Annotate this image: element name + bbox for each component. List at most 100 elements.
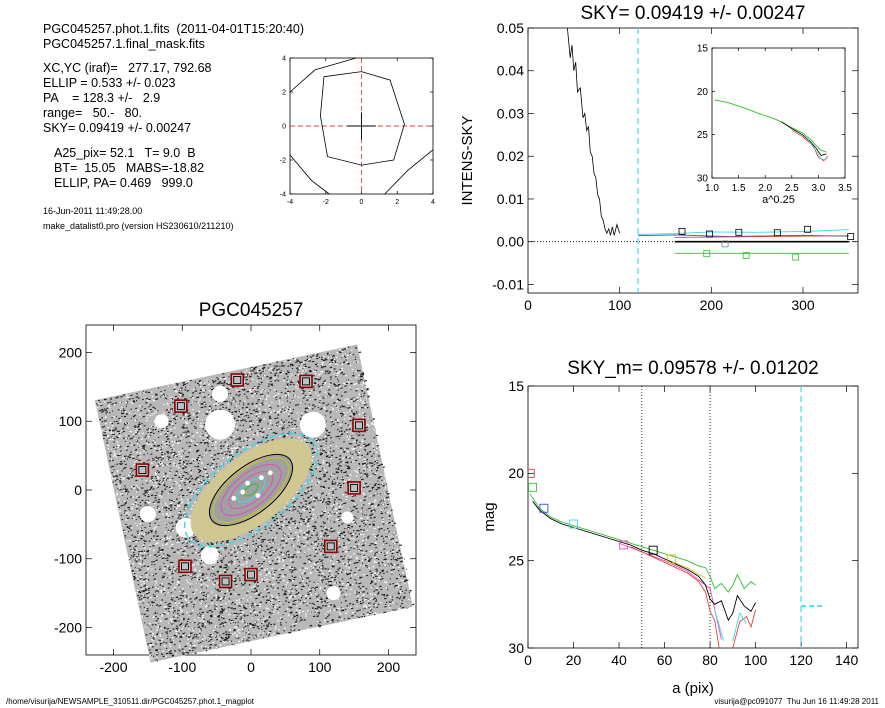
mag-title: SKY_m= 0.09578 +/- 0.01202 <box>567 358 818 379</box>
sky-region-inner <box>354 421 363 430</box>
sky-region-inner <box>350 483 359 492</box>
sky-region-box <box>347 481 361 495</box>
sky-box-green <box>703 250 711 258</box>
image-mask-hole <box>341 511 354 524</box>
header-program: make_datalist0.pro (version HS230610/211… <box>43 221 234 231</box>
centroid-xtick-label: -4 <box>287 199 293 206</box>
header-date: 16-Jun-2011 11:49:28.00 <box>43 206 143 216</box>
mag-xtick-label: 20 <box>566 652 582 668</box>
sky-region-box <box>178 559 192 574</box>
mag-xtick-label: 140 <box>835 652 859 668</box>
mag-xtick-label: 100 <box>744 652 768 668</box>
header-ellip: ELLIP = 0.533 +/- 0.023 <box>43 76 176 90</box>
mag-green-line <box>529 494 756 593</box>
image-title: PGC045257 <box>199 300 304 321</box>
mag-red-line <box>630 546 720 648</box>
sky-region-inner <box>181 562 189 571</box>
sky-box <box>773 229 781 237</box>
sky-frame <box>527 27 859 294</box>
sky-box <box>735 228 743 236</box>
inset-xtick-label: 2.0 <box>758 183 772 194</box>
sky-region-box <box>299 374 313 389</box>
mag-xtick-label: 60 <box>657 652 673 668</box>
image-ytick-label: 0 <box>74 482 82 498</box>
header-range: range= 50.- 80. <box>43 106 143 120</box>
sky-xtick-label: 200 <box>700 297 724 313</box>
centroid-ytick-label: 2 <box>282 89 286 96</box>
mag-black-line <box>532 501 756 622</box>
mag-xtick-label: 0 <box>524 652 532 668</box>
image-noise <box>95 346 415 662</box>
mag-pink-line <box>618 542 722 640</box>
sky-region-inner <box>302 377 310 386</box>
mag-cyan-line <box>714 609 725 642</box>
footer-user: visurija@pc091077 Thu Jun 16 11:49:28 20… <box>714 697 879 706</box>
sky-cyan-step <box>637 229 849 235</box>
galaxy-isophote <box>220 463 282 517</box>
mag-ytick-label: 15 <box>508 378 524 394</box>
image-xtick-label: -200 <box>99 659 127 675</box>
sky-box-green <box>792 253 800 261</box>
sky-region-inner <box>326 542 335 551</box>
sky-ytick-label: 0.03 <box>497 105 524 121</box>
mag-box <box>648 545 658 555</box>
image-ytick-label: -100 <box>54 551 82 567</box>
inset-xlabel: a^0.25 <box>762 194 795 206</box>
sky-region-inner <box>176 402 185 411</box>
mag-box <box>539 503 549 513</box>
header-a25: A25_pix= 52.1 T= 9.0 B <box>54 146 196 160</box>
sky-red-line <box>674 235 849 238</box>
header-bt: BT= 15.05 MABS=-18.82 <box>54 161 205 175</box>
sky-title: SKY= 0.09419 +/- 0.00247 <box>580 3 805 24</box>
mag-box <box>569 519 578 529</box>
image-ytick-label: 100 <box>59 413 83 429</box>
sky-region-inner <box>247 570 255 579</box>
inset-xtick-label: 1.5 <box>732 183 746 194</box>
header-ellip-pa: ELLIP, PA= 0.469 999.0 <box>54 176 193 190</box>
sky-inset-frame <box>711 47 846 179</box>
galaxy-mask-dot <box>240 489 246 495</box>
galaxy-mask-dot <box>255 493 261 498</box>
sky-ytick-label: 0.04 <box>497 63 524 79</box>
mag-box <box>528 468 535 478</box>
sky-region-box <box>218 574 233 589</box>
galaxy-mask-dot <box>231 495 237 501</box>
sky-inset: 1.0 1.5 2.0 2.5 3.0 3.5 15 20 25 30 a^0.25 <box>697 44 853 207</box>
sky-region-box <box>352 418 366 433</box>
image-xtick-label: -100 <box>168 659 196 675</box>
mag-xlabel: a (pix) <box>672 680 714 697</box>
image-mask-hole <box>139 506 156 523</box>
inset-cyan-line <box>807 139 827 161</box>
sky-region-inner <box>233 376 242 384</box>
sky-profile-line <box>566 28 621 236</box>
sky-xtick-label: 0 <box>524 297 532 313</box>
centroid-ytick-label: 0 <box>282 123 286 130</box>
inset-ytick-label: 25 <box>697 130 709 141</box>
sky-ytick-label: 0.02 <box>497 148 524 164</box>
sky-region-inner <box>221 577 230 586</box>
galaxy-isophote <box>183 432 319 548</box>
centroid-outer-contour <box>289 154 330 195</box>
galaxy-mask-dot <box>245 480 250 486</box>
sky-box <box>706 230 713 238</box>
mag-yellow-line <box>664 558 706 579</box>
mag-red-line <box>732 609 757 648</box>
sky-ytick-label: -0.01 <box>492 276 524 292</box>
mag-plot-area <box>528 386 824 648</box>
inset-ytick-label: 15 <box>697 44 709 55</box>
centroid-ytick-label: 4 <box>282 55 286 62</box>
sky-plot-area <box>528 28 858 293</box>
sky-box <box>804 225 811 233</box>
centroid-xtick-label: -2 <box>323 199 329 206</box>
mag-cyan-line <box>732 611 747 642</box>
sky-box-grey <box>721 240 729 248</box>
sky-xtick-label: 100 <box>608 297 632 313</box>
sky-region-box <box>230 373 245 387</box>
sky-region-inner <box>138 466 147 475</box>
centroid-ytick-label: -2 <box>280 157 286 164</box>
mag-box <box>666 554 676 564</box>
image-mask-hole <box>154 414 169 429</box>
galaxy-mask-dot <box>267 470 273 476</box>
